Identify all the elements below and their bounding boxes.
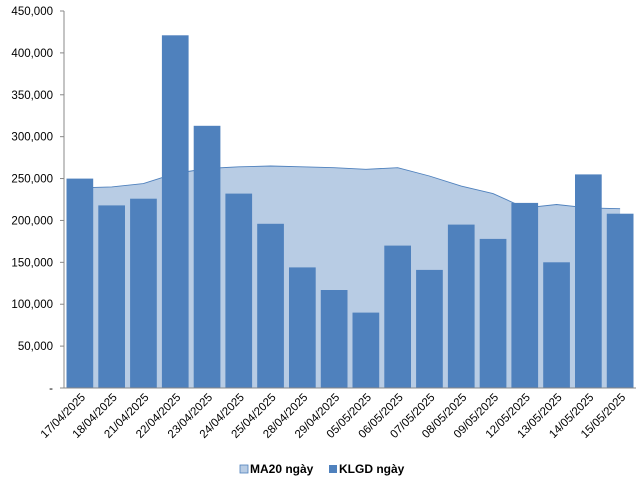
volume-bar	[161, 35, 189, 389]
volume-bars-layer	[66, 35, 634, 389]
y-tick-label: 150,000	[11, 257, 53, 269]
y-tick-label: 200,000	[11, 215, 53, 227]
volume-bar	[606, 213, 634, 388]
legend-swatch-ma20	[239, 464, 249, 474]
volume-bar	[511, 202, 539, 388]
volume-bar	[98, 205, 125, 388]
y-tick-label: 250,000	[11, 174, 53, 186]
y-tick-label: 50,000	[18, 341, 53, 353]
y-tick-label: 450,000	[11, 6, 53, 18]
volume-bar	[543, 262, 570, 388]
legend-label-ma20: MA20 ngày	[250, 462, 314, 476]
y-tick-label: -	[49, 383, 53, 395]
volume-bar	[479, 238, 507, 388]
volume-bar	[352, 312, 380, 388]
ma20-area-layer	[79, 165, 621, 388]
volume-bar	[447, 224, 475, 388]
y-tick-label: 400,000	[11, 48, 53, 60]
volume-bar	[384, 245, 411, 388]
legend-swatch-klgd	[329, 465, 337, 473]
y-tick-label: 350,000	[11, 90, 53, 102]
legend-label-klgd: KLGD ngày	[339, 462, 405, 476]
legend: MA20 ngày KLGD ngày	[239, 462, 405, 476]
volume-bar	[257, 223, 284, 388]
volume-bar	[193, 125, 221, 389]
volume-bar	[130, 198, 157, 388]
y-tick-label: 100,000	[11, 299, 53, 311]
y-tick-label: 300,000	[11, 132, 53, 144]
volume-bar	[320, 290, 348, 388]
volume-bar	[575, 174, 602, 388]
volume-bar	[416, 269, 443, 388]
volume-bar	[225, 193, 253, 388]
volume-bar	[66, 178, 94, 388]
ma20-area	[79, 166, 621, 388]
volume-bar	[289, 267, 316, 388]
